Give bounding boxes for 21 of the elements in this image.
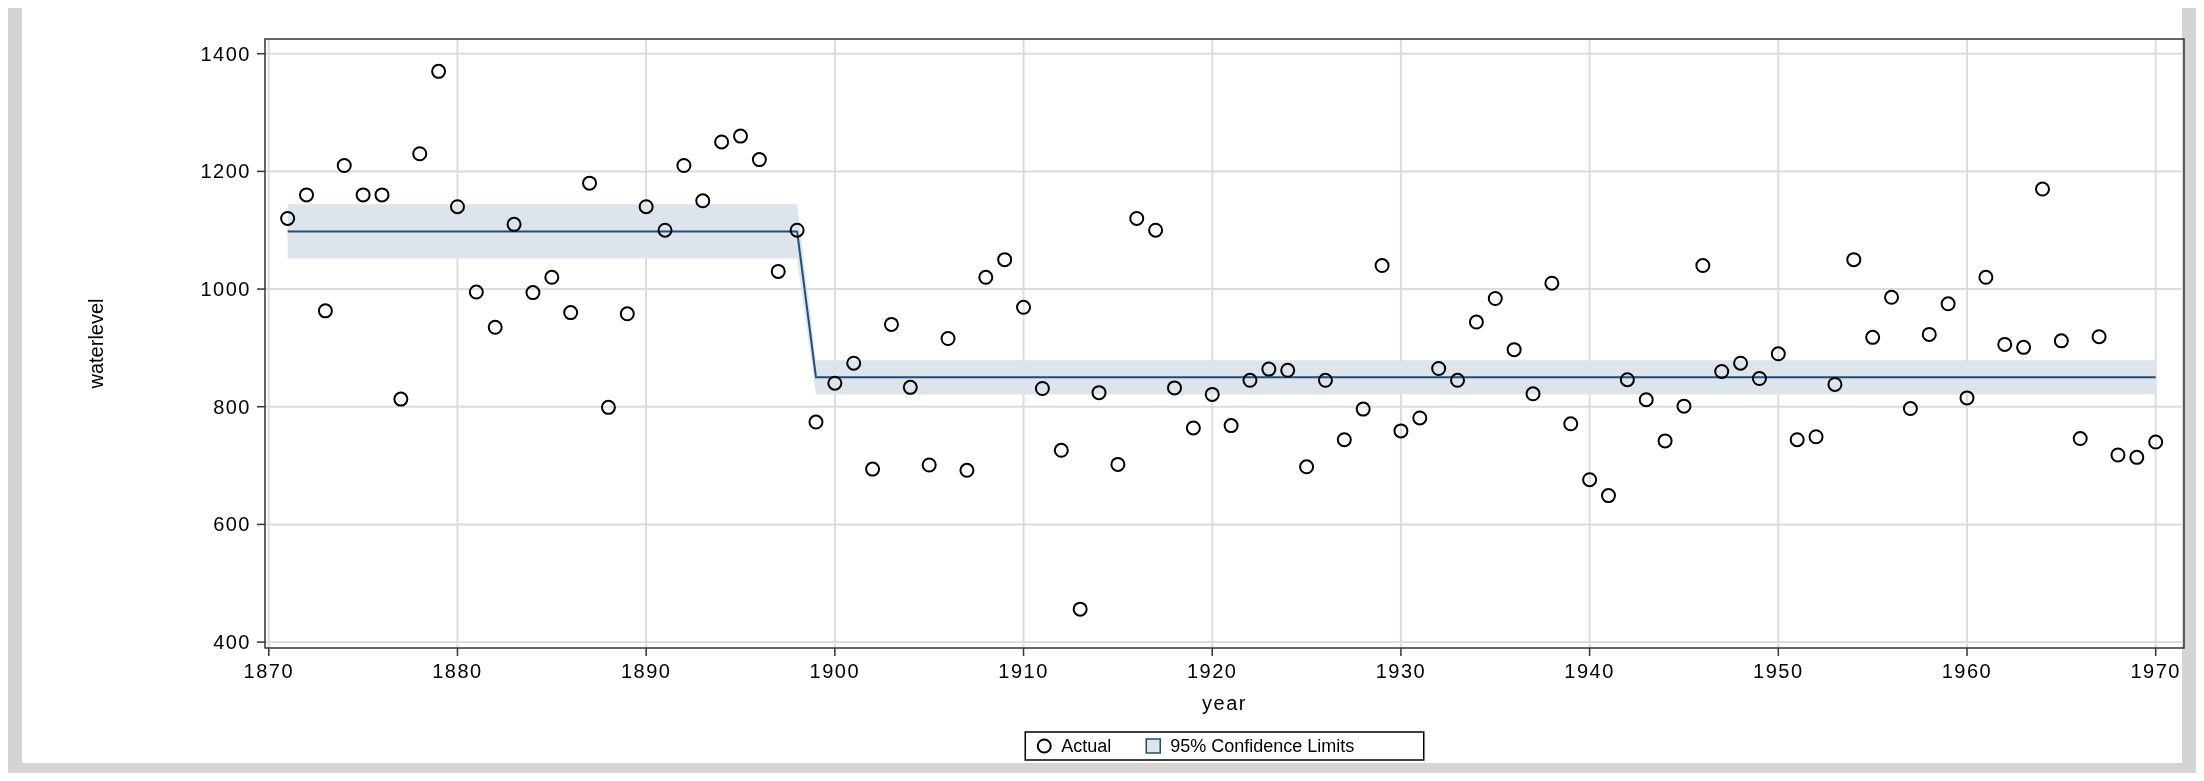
y-tick-label: 1400: [200, 42, 251, 65]
y-tick-label: 600: [213, 513, 251, 536]
x-tick-label: 1910: [998, 660, 1049, 682]
y-tick-label: 1000: [200, 278, 251, 301]
x-tick-label: 1920: [1186, 660, 1238, 682]
x-tick-label: 1970: [2130, 660, 2181, 682]
x-axis-title: year: [1202, 692, 1247, 714]
y-tick-label: 1200: [200, 160, 251, 183]
x-tick-label: 1880: [432, 660, 483, 682]
y-tick-label: 400: [213, 631, 251, 654]
x-tick-label: 1930: [1375, 660, 1427, 682]
legend-label: Actual: [1061, 736, 1112, 756]
legend-label: 95% Confidence Limits: [1170, 736, 1355, 756]
x-tick-label: 1900: [809, 660, 861, 682]
y-axis-title: waterlevel: [85, 298, 107, 390]
y-tick-label: 800: [213, 395, 251, 418]
x-tick-label: 1950: [1753, 660, 1804, 682]
x-tick-label: 1960: [1941, 660, 1993, 682]
x-tick-label: 1890: [620, 660, 672, 682]
x-tick-label: 1870: [243, 660, 295, 682]
x-tick-label: 1940: [1564, 660, 1615, 682]
